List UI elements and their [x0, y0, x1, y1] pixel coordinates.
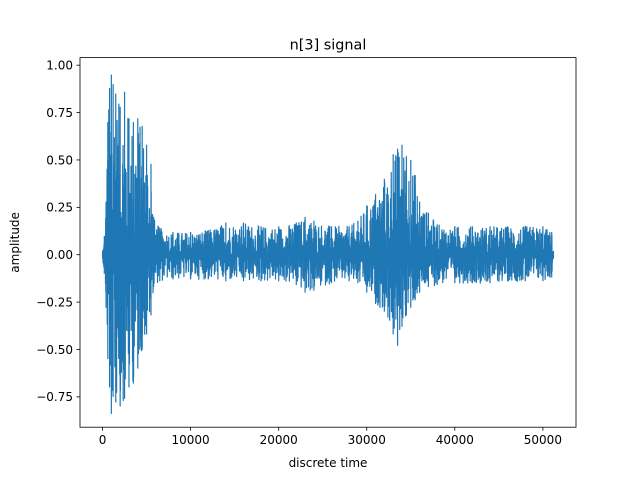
y-tick-label: 0.75 [46, 106, 73, 120]
y-tick-label: −0.50 [36, 343, 73, 357]
y-tick-label: 0.25 [46, 201, 73, 215]
x-tick-label: 0 [99, 433, 107, 447]
x-tick-label: 40000 [436, 433, 474, 447]
y-tick-label: 0.50 [46, 153, 73, 167]
y-tick-label: 1.00 [46, 58, 73, 72]
x-tick-label: 10000 [172, 433, 210, 447]
plot-area [101, 74, 555, 414]
x-tick-label: 20000 [260, 433, 298, 447]
x-axis-label: discrete time [289, 456, 368, 470]
x-tick-label: 30000 [348, 433, 386, 447]
x-tick-label: 50000 [524, 433, 562, 447]
signal-line [101, 103, 555, 402]
y-tick-label: −0.25 [36, 295, 73, 309]
y-tick-label: −0.75 [36, 390, 73, 404]
axes-frame [79, 57, 577, 428]
chart-title: n[3] signal [290, 38, 367, 54]
y-tick-label: 0.00 [46, 248, 73, 262]
y-axis: −0.75 −0.50 −0.25 0.00 0.25 0.50 0.75 1.00 [36, 58, 80, 404]
x-axis: 0 10000 20000 30000 40000 50000 [99, 427, 562, 447]
y-axis-label: amplitude [8, 212, 22, 273]
